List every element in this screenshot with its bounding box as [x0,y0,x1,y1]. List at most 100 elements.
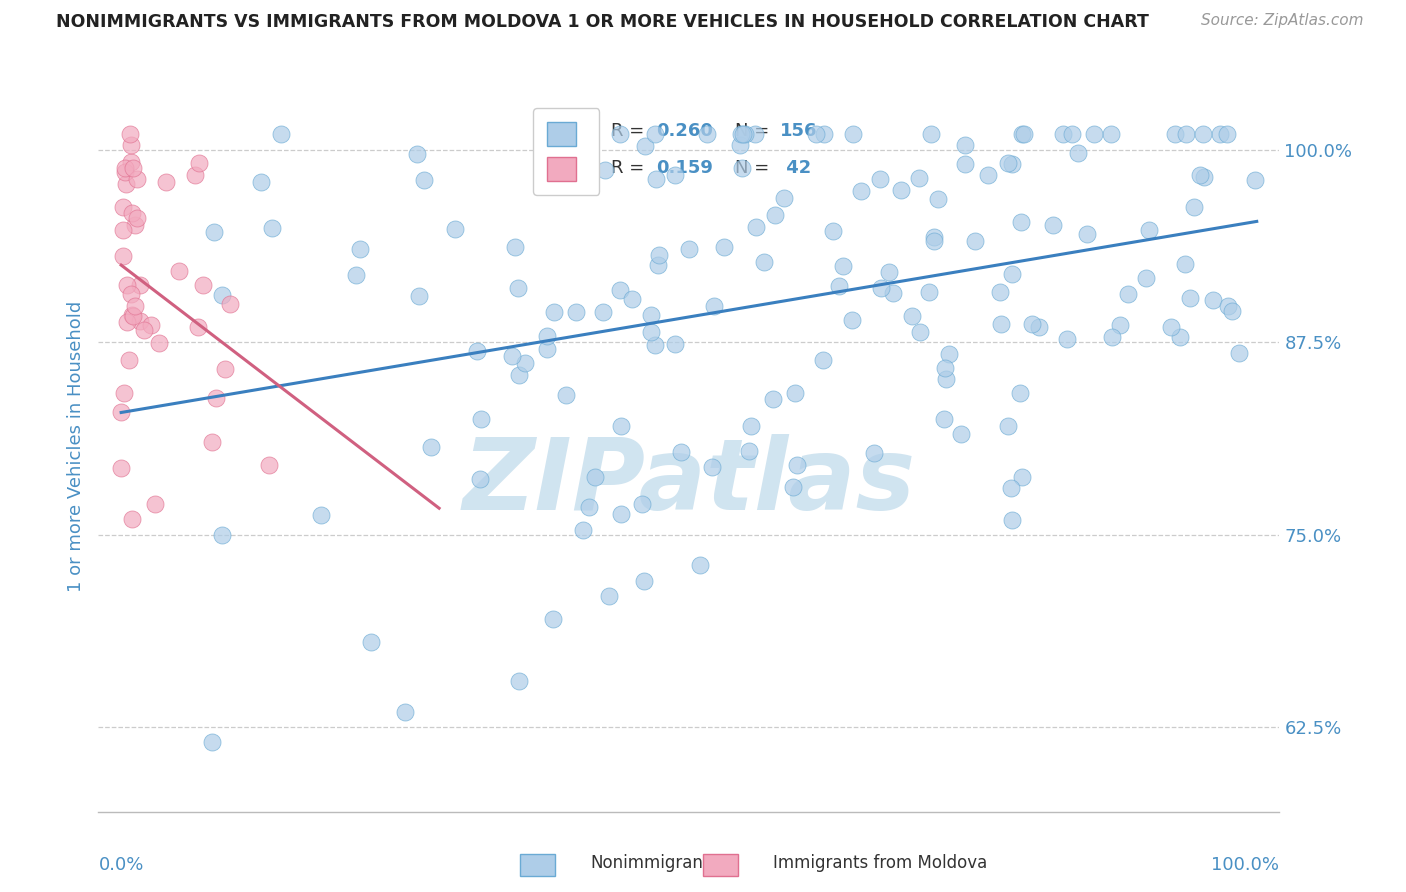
Point [114,164,136,178]
Point [1001,513,1024,527]
Point [1170,330,1192,344]
Point [470,412,492,426]
Point [1012,127,1035,141]
Point [990,285,1012,299]
Point [733,127,755,141]
Point [349,242,371,256]
Point [110,461,132,475]
Point [128,278,150,293]
Text: R =: R = [610,122,650,140]
Point [536,328,558,343]
Point [184,168,207,182]
Point [505,239,527,253]
Point [124,218,146,232]
Point [1076,227,1098,242]
Point [997,419,1019,434]
Point [920,127,942,141]
Point [644,127,666,141]
Point [610,507,633,521]
Point [508,281,530,295]
Point [908,171,931,186]
Point [214,362,236,376]
Text: N =: N = [735,122,775,140]
Point [537,127,560,141]
Point [204,391,226,405]
Point [1174,257,1197,271]
Point [121,206,143,220]
Point [828,278,851,293]
Point [634,138,657,153]
Point [115,178,138,192]
Point [927,192,949,206]
Point [1216,299,1239,313]
Point [762,392,785,407]
Point [703,299,725,313]
Point [262,220,284,235]
Point [115,315,138,329]
Point [664,168,686,182]
Point [922,234,945,248]
Point [870,281,893,295]
Point [785,386,807,401]
Point [592,305,614,319]
Text: Nonimmigrants: Nonimmigrants [591,855,718,872]
Point [1101,330,1123,344]
Point [1160,320,1182,334]
Point [934,360,956,375]
Point [583,469,606,483]
Point [1220,304,1243,318]
Point [1174,127,1197,141]
Point [1000,481,1022,495]
Point [728,138,751,153]
Point [111,222,134,236]
Point [1109,318,1132,332]
Point [821,224,844,238]
Point [593,163,616,178]
Point [922,230,945,244]
Point [1010,386,1032,401]
Point [143,497,166,511]
Point [647,258,669,272]
Text: ZIPatlas: ZIPatlas [463,434,915,531]
Point [111,200,134,214]
Point [664,337,686,351]
Point [1227,346,1250,360]
Point [121,308,143,322]
Point [763,208,786,222]
Point [1052,127,1074,141]
Text: 100.0%: 100.0% [1212,855,1279,873]
Point [849,184,872,198]
Point [700,459,723,474]
Point [468,472,491,486]
Point [689,558,711,573]
Point [201,435,224,450]
Point [955,137,977,152]
Point [731,161,754,176]
Point [211,528,233,542]
Point [990,318,1012,332]
Point [125,172,148,186]
Point [120,154,142,169]
Point [117,278,139,293]
Point [1182,200,1205,214]
Point [782,480,804,494]
Point [648,248,671,262]
Point [609,283,631,297]
Point [997,156,1019,170]
Point [935,372,957,386]
Text: 156: 156 [780,122,817,140]
Point [250,175,273,189]
Point [218,297,240,311]
Point [508,673,530,688]
Point [1042,218,1064,232]
Text: 0.0%: 0.0% [98,855,143,873]
Point [155,175,177,189]
Point [555,387,578,401]
Point [120,137,142,152]
Y-axis label: 1 or more Vehicles in Household: 1 or more Vehicles in Household [66,301,84,591]
Point [811,352,834,367]
Point [1135,271,1157,285]
Point [1244,172,1267,186]
Point [813,127,835,141]
Text: NONIMMIGRANTS VS IMMIGRANTS FROM MOLDOVA 1 OR MORE VEHICLES IN HOUSEHOLD CORRELA: NONIMMIGRANTS VS IMMIGRANTS FROM MOLDOVA… [56,13,1149,31]
